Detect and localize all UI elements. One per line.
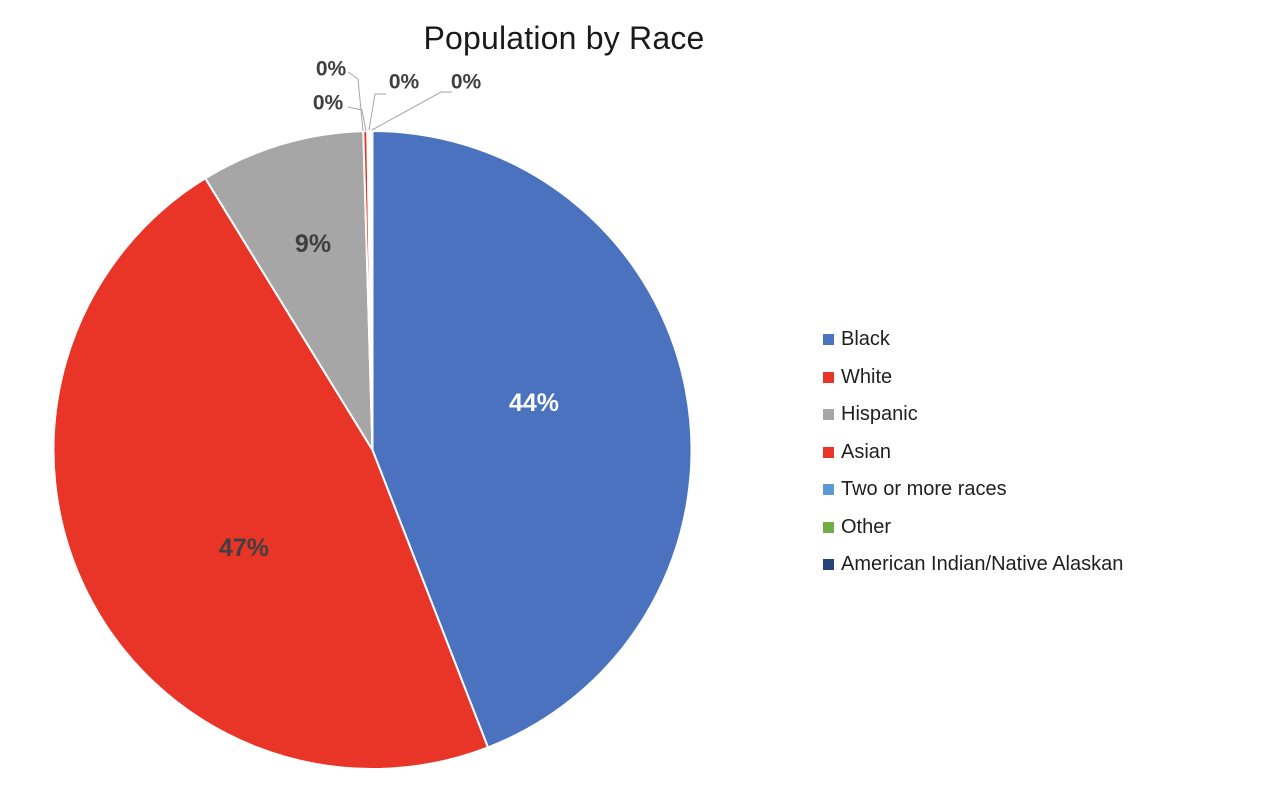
legend-item-two-or-more-races[interactable]: Two or more races bbox=[823, 478, 1123, 500]
data-label-asian: 0% bbox=[316, 58, 347, 81]
legend-label: Hispanic bbox=[841, 403, 918, 425]
data-label-white: 47% bbox=[219, 534, 269, 562]
legend-swatch-black bbox=[823, 334, 834, 345]
data-label-american-indian-native-alaskan: 0% bbox=[451, 71, 482, 94]
legend-swatch-american-indian-native-alaskan bbox=[823, 559, 834, 570]
leader-line bbox=[347, 71, 364, 132]
legend-swatch-hispanic bbox=[823, 409, 834, 420]
chart-title: Population by Race bbox=[423, 20, 705, 56]
data-label-other: 0% bbox=[389, 71, 420, 94]
legend-item-white[interactable]: White bbox=[823, 365, 1123, 388]
legend-label: Other bbox=[841, 515, 892, 538]
legend-label: Two or more races bbox=[841, 478, 1007, 500]
legend-label: Black bbox=[841, 328, 890, 350]
legend-label: White bbox=[841, 365, 893, 388]
legend-item-american-indian-native-alaskan[interactable]: American Indian/Native Alaskan bbox=[823, 553, 1124, 575]
legend-swatch-other bbox=[823, 521, 834, 533]
leader-line bbox=[347, 106, 367, 132]
data-label-hispanic: 9% bbox=[295, 230, 331, 258]
legend-swatch-white bbox=[823, 371, 834, 383]
leader-line bbox=[371, 91, 452, 131]
legend-item-asian[interactable]: Asian bbox=[823, 440, 1123, 463]
legend-swatch-two-or-more-races bbox=[823, 484, 834, 495]
legend-label: American Indian/Native Alaskan bbox=[841, 553, 1124, 575]
pie-slice-hispanic[interactable] bbox=[203, 130, 374, 454]
data-label-two-or-more-races: 0% bbox=[313, 92, 344, 115]
pie-slice-black[interactable] bbox=[371, 129, 693, 749]
legend-item-black[interactable]: Black bbox=[823, 328, 1123, 350]
legend-swatch-asian bbox=[823, 446, 834, 458]
data-label-black: 44% bbox=[509, 389, 559, 417]
leader-line bbox=[368, 93, 386, 131]
pie-slice-white[interactable] bbox=[52, 176, 490, 770]
pie-slice-american-indian-native-alaskan[interactable] bbox=[369, 129, 374, 451]
legend-label: Asian bbox=[841, 440, 892, 463]
legend: Black White Hispanic Asian Two or more races… bbox=[823, 328, 1124, 592]
legend-item-other[interactable]: Other bbox=[823, 515, 1123, 538]
legend-item-hispanic[interactable]: Hispanic bbox=[823, 403, 1123, 425]
